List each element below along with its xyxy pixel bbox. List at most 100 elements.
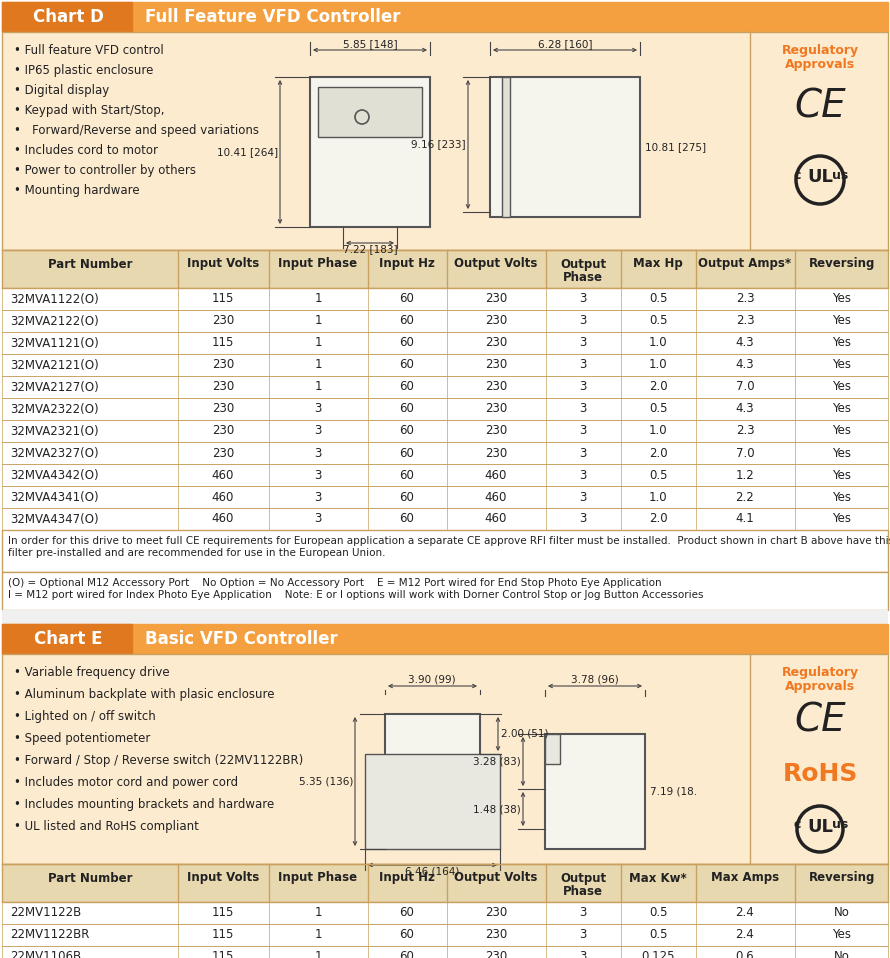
Text: Yes: Yes (832, 358, 852, 372)
Bar (2, 2, 132, 32)
Text: 4.3: 4.3 (736, 358, 755, 372)
Text: 1.2: 1.2 (736, 468, 755, 482)
Text: 3: 3 (314, 446, 321, 460)
Text: 230: 230 (485, 292, 507, 306)
Text: Yes: Yes (832, 490, 852, 504)
Text: Yes: Yes (832, 402, 852, 416)
Text: 32MVA2321(O): 32MVA2321(O) (10, 424, 99, 438)
Bar (2, 250, 888, 288)
Text: • Digital display: • Digital display (14, 84, 109, 97)
Text: 1: 1 (314, 380, 322, 394)
Text: 3.90 (99): 3.90 (99) (409, 675, 456, 685)
Bar (2, 354, 888, 376)
Text: 2.00 (51): 2.00 (51) (501, 729, 548, 739)
Text: 4.3: 4.3 (736, 402, 755, 416)
Text: 32MVA1122(O): 32MVA1122(O) (10, 292, 99, 306)
Text: • Mounting hardware: • Mounting hardware (14, 184, 140, 197)
Text: Part Number: Part Number (48, 258, 133, 270)
Text: 7.19 (18.: 7.19 (18. (650, 786, 697, 796)
Text: • Forward / Stop / Reverse switch (22MV1122BR): • Forward / Stop / Reverse switch (22MV1… (14, 754, 303, 767)
Text: • IP65 plastic enclosure: • IP65 plastic enclosure (14, 64, 153, 77)
Bar (2, 442, 888, 464)
Text: 460: 460 (212, 513, 234, 526)
Text: 60: 60 (400, 928, 415, 942)
Text: 0.5: 0.5 (649, 468, 668, 482)
Text: Yes: Yes (832, 513, 852, 526)
Text: 0.5: 0.5 (649, 928, 668, 942)
Text: 115: 115 (212, 950, 234, 958)
Text: Regulatory: Regulatory (781, 44, 859, 57)
Text: Yes: Yes (832, 314, 852, 328)
Text: Yes: Yes (832, 928, 852, 942)
Text: 22MV1122B: 22MV1122B (10, 906, 81, 920)
Text: • Full feature VFD control: • Full feature VFD control (14, 44, 164, 57)
Text: 3.28 (83): 3.28 (83) (473, 756, 521, 766)
Text: 3: 3 (579, 314, 587, 328)
Text: 22MV1122BR: 22MV1122BR (10, 928, 89, 942)
Text: 460: 460 (485, 513, 507, 526)
Text: 6.46 (164): 6.46 (164) (405, 866, 459, 876)
Bar (2, 288, 888, 310)
Bar (2, 376, 888, 398)
Text: 115: 115 (212, 292, 234, 306)
Text: • UL listed and RoHS compliant: • UL listed and RoHS compliant (14, 820, 198, 833)
Text: Yes: Yes (832, 424, 852, 438)
Text: 230: 230 (485, 424, 507, 438)
Text: 115: 115 (212, 336, 234, 350)
Text: 3: 3 (314, 424, 321, 438)
Bar (310, 77, 430, 227)
Text: 1.0: 1.0 (649, 336, 668, 350)
Text: • Lighted on / off switch: • Lighted on / off switch (14, 710, 156, 723)
Text: Max Amps: Max Amps (711, 872, 779, 884)
Text: Chart E: Chart E (34, 630, 102, 648)
Text: c: c (793, 169, 800, 181)
Text: 0.6: 0.6 (736, 950, 755, 958)
Text: 60: 60 (400, 380, 415, 394)
Text: Input Hz: Input Hz (379, 258, 435, 270)
Text: 3: 3 (579, 424, 587, 438)
Text: 60: 60 (400, 424, 415, 438)
Text: No: No (834, 906, 850, 920)
Text: Input Phase: Input Phase (279, 872, 358, 884)
Text: 230: 230 (485, 928, 507, 942)
Bar (318, 87, 422, 137)
Text: 5.35 (136): 5.35 (136) (299, 776, 353, 786)
Text: Phase: Phase (563, 885, 603, 898)
Text: • Includes mounting brackets and hardware: • Includes mounting brackets and hardwar… (14, 798, 274, 811)
Bar (2, 572, 888, 610)
Text: Input Volts: Input Volts (187, 258, 259, 270)
Text: Part Number: Part Number (48, 872, 133, 884)
Text: 32MVA4341(O): 32MVA4341(O) (10, 490, 99, 504)
Text: 60: 60 (400, 468, 415, 482)
Text: 3: 3 (579, 358, 587, 372)
Text: 0.5: 0.5 (649, 292, 668, 306)
Text: 0.125: 0.125 (642, 950, 675, 958)
Text: Input Volts: Input Volts (187, 872, 259, 884)
Text: 1: 1 (314, 906, 322, 920)
Text: 2.2: 2.2 (736, 490, 755, 504)
Text: 3: 3 (314, 490, 321, 504)
Bar (2, 2, 888, 32)
Text: RoHS: RoHS (782, 762, 858, 786)
Text: Output Amps*: Output Amps* (699, 258, 791, 270)
Text: 1: 1 (314, 292, 322, 306)
Bar (2, 508, 888, 530)
Text: 10.81 [275]: 10.81 [275] (645, 142, 706, 152)
Text: Input Hz: Input Hz (379, 872, 435, 884)
Text: 230: 230 (212, 424, 234, 438)
Text: 1: 1 (314, 928, 322, 942)
Text: In order for this drive to meet full CE requirements for European application a : In order for this drive to meet full CE … (8, 536, 890, 558)
Text: 1: 1 (314, 950, 322, 958)
Text: 1: 1 (314, 358, 322, 372)
Text: 1: 1 (314, 336, 322, 350)
Text: 460: 460 (485, 490, 507, 504)
Text: 230: 230 (485, 402, 507, 416)
Text: CE: CE (794, 87, 846, 125)
Text: 460: 460 (485, 468, 507, 482)
Text: 32MVA2127(O): 32MVA2127(O) (10, 380, 99, 394)
Text: Phase: Phase (563, 271, 603, 284)
Bar (2, 624, 888, 654)
Text: 1.0: 1.0 (649, 358, 668, 372)
Text: 1.0: 1.0 (649, 490, 668, 504)
Text: Regulatory: Regulatory (781, 666, 859, 679)
